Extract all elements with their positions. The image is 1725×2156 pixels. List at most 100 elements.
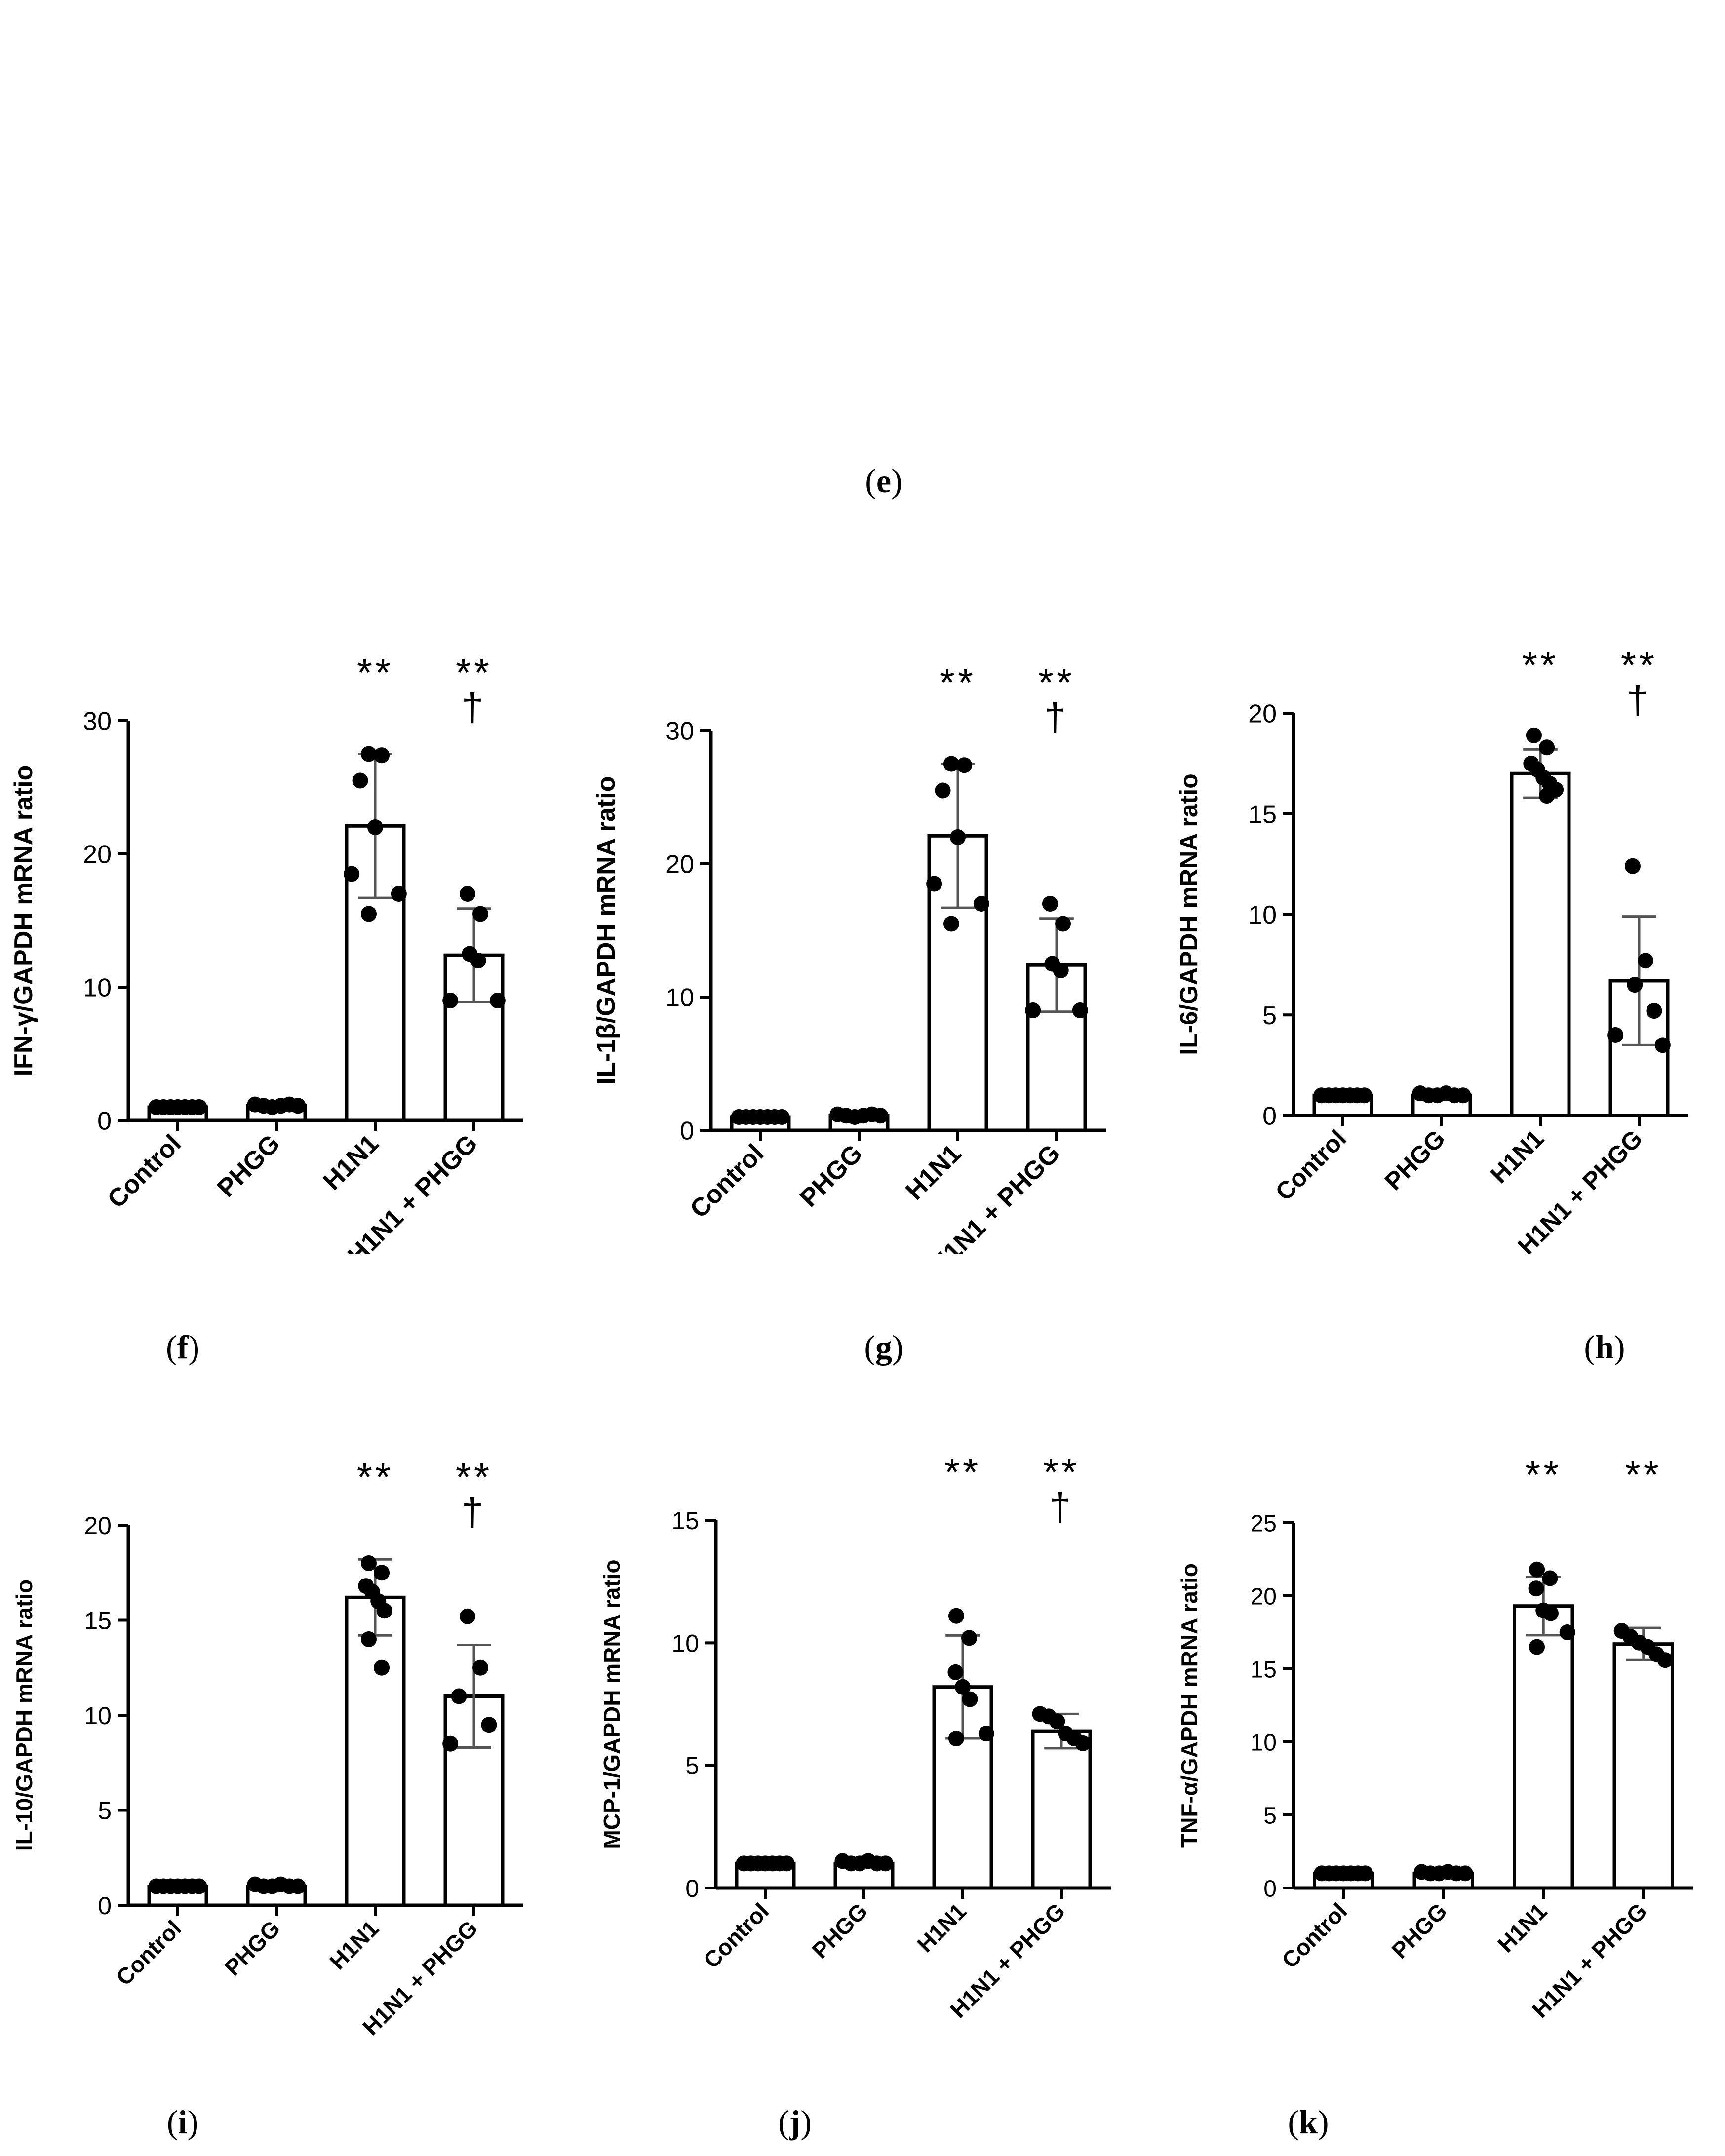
- y-tick-label: 20: [83, 841, 112, 869]
- chart-panel-i: 0 5 10 15 20 Control PHGG H1N1 H1N1 + PHGG IL-10/…: [0, 1446, 563, 2048]
- significance-mark: **: [357, 1455, 393, 1499]
- data-point: [877, 1855, 894, 1872]
- y-tick-label: 0: [685, 1875, 699, 1902]
- chart-panel-e: 150200250300ControlPHGGH1N1H1N1 + PHGGVi…: [642, 0, 1701, 474]
- x-tick-label: H1N1: [900, 1139, 967, 1205]
- data-point: [1529, 1561, 1545, 1578]
- data-point: [961, 1630, 978, 1646]
- significance-mark: **: [1038, 660, 1075, 704]
- data-point: [1542, 1605, 1559, 1621]
- y-tick-label: 10: [84, 1702, 112, 1730]
- y-axis-label: IL-10/GAPDH mRNA ratio: [11, 1579, 37, 1851]
- data-point: [374, 1565, 390, 1581]
- y-axis-label: IL-1β/GAPDH mRNA ratio: [592, 776, 621, 1085]
- data-point: [1457, 1865, 1473, 1882]
- x-tick-label: PHGG: [220, 1915, 285, 1981]
- y-tick-label: 0: [1262, 1102, 1277, 1131]
- panel-label: (h): [1584, 1328, 1625, 1366]
- significance-mark: †: [462, 1490, 487, 1534]
- y-tick-label: 20: [1248, 700, 1277, 729]
- data-point: [1607, 1027, 1624, 1043]
- bar: [1513, 1604, 1574, 1890]
- significance-mark: †: [1044, 695, 1069, 739]
- data-point: [1075, 1735, 1091, 1751]
- data-point: [1055, 916, 1071, 932]
- data-point: [442, 1735, 459, 1752]
- x-tick-label: PHGG: [794, 1139, 868, 1212]
- y-tick-label: 30: [83, 707, 112, 736]
- data-point: [872, 1108, 889, 1124]
- panel-label: (f): [166, 1328, 199, 1366]
- data-point: [1646, 1003, 1662, 1019]
- chart-panel-f: 0 10 20 30 Control PHGG H1N1 H1N1 + PHGG IFN-γ/G…: [0, 642, 563, 1270]
- data-point: [1627, 977, 1643, 993]
- y-axis-label: IFN-γ/GAPDH mRNA ratio: [9, 765, 38, 1077]
- data-point: [1539, 788, 1555, 804]
- x-tick-label: PHGG: [1379, 1124, 1451, 1195]
- significance-mark: **: [1625, 1453, 1662, 1497]
- x-tick-label: Control: [102, 1129, 187, 1214]
- x-tick-label: PHGG: [1386, 1898, 1452, 1964]
- data-point: [374, 747, 390, 764]
- x-tick-label: Control: [1270, 1124, 1352, 1206]
- x-tick-label: H1N1: [1485, 1124, 1549, 1189]
- panel-label: (i): [166, 2103, 199, 2141]
- data-point: [943, 916, 959, 932]
- panel-label: (e): [865, 462, 902, 500]
- y-tick-label: 10: [666, 984, 694, 1012]
- data-point: [973, 896, 989, 912]
- data-point: [1542, 1570, 1558, 1586]
- x-tick-label: H1N1: [1492, 1898, 1552, 1957]
- data-point: [774, 1109, 790, 1125]
- y-tick-label: 20: [84, 1512, 112, 1540]
- significance-mark: †: [462, 685, 487, 729]
- data-point: [391, 886, 407, 902]
- y-tick-label: 15: [671, 1507, 699, 1535]
- significance-mark: †: [1627, 678, 1652, 722]
- bar: [1612, 1642, 1674, 1890]
- significance-mark: **: [940, 660, 976, 704]
- data-point: [1357, 1865, 1373, 1882]
- y-tick-label: 5: [1263, 1803, 1277, 1829]
- data-point: [779, 1855, 795, 1872]
- y-tick-label: 15: [84, 1607, 112, 1635]
- chart-panel-g: 0 10 20 30 Control PHGG H1N1 H1N1 + PHGG IL-1β/G…: [583, 642, 1145, 1280]
- x-tick-label: Control: [111, 1915, 186, 1990]
- significance-mark: **: [1525, 1453, 1562, 1497]
- y-tick-label: 5: [1262, 1001, 1277, 1030]
- data-point: [978, 1726, 994, 1742]
- data-point: [1638, 953, 1654, 969]
- significance-mark: **: [456, 1455, 492, 1499]
- panel-label: (g): [864, 1328, 903, 1366]
- data-point: [191, 1878, 207, 1894]
- y-tick-label: 10: [671, 1629, 699, 1657]
- data-point: [935, 782, 951, 799]
- significance-mark: †: [1049, 1485, 1074, 1529]
- data-point: [367, 819, 383, 835]
- data-point: [955, 1679, 971, 1695]
- significance-mark: **: [1522, 643, 1559, 687]
- x-tick-label: Control: [685, 1139, 770, 1224]
- data-point: [956, 757, 973, 773]
- x-tick-label: H1N1: [912, 1898, 971, 1957]
- y-tick-label: 15: [1251, 1656, 1277, 1683]
- significance-mark: **: [357, 651, 393, 694]
- data-point: [374, 1659, 390, 1676]
- significance-mark: **: [944, 1450, 981, 1494]
- data-point: [472, 1659, 489, 1676]
- x-tick-label: Control: [1277, 1898, 1352, 1973]
- data-point: [442, 993, 459, 1008]
- y-tick-label: 25: [1251, 1510, 1277, 1537]
- x-tick-label: H1N1: [324, 1915, 384, 1974]
- data-point: [950, 829, 966, 845]
- data-point: [360, 746, 377, 762]
- data-point: [947, 1664, 964, 1680]
- data-point: [1049, 1713, 1065, 1730]
- y-axis-label: MCP-1/GAPDH mRNA ratio: [599, 1559, 625, 1848]
- bar: [1510, 771, 1571, 1117]
- x-tick-label: Control: [699, 1898, 774, 1973]
- chart-panel-h: 0 5 10 15 20 Control PHGG H1N1 H1N1 + PHGG IL-6/G…: [1165, 642, 1725, 1260]
- data-point: [926, 876, 942, 892]
